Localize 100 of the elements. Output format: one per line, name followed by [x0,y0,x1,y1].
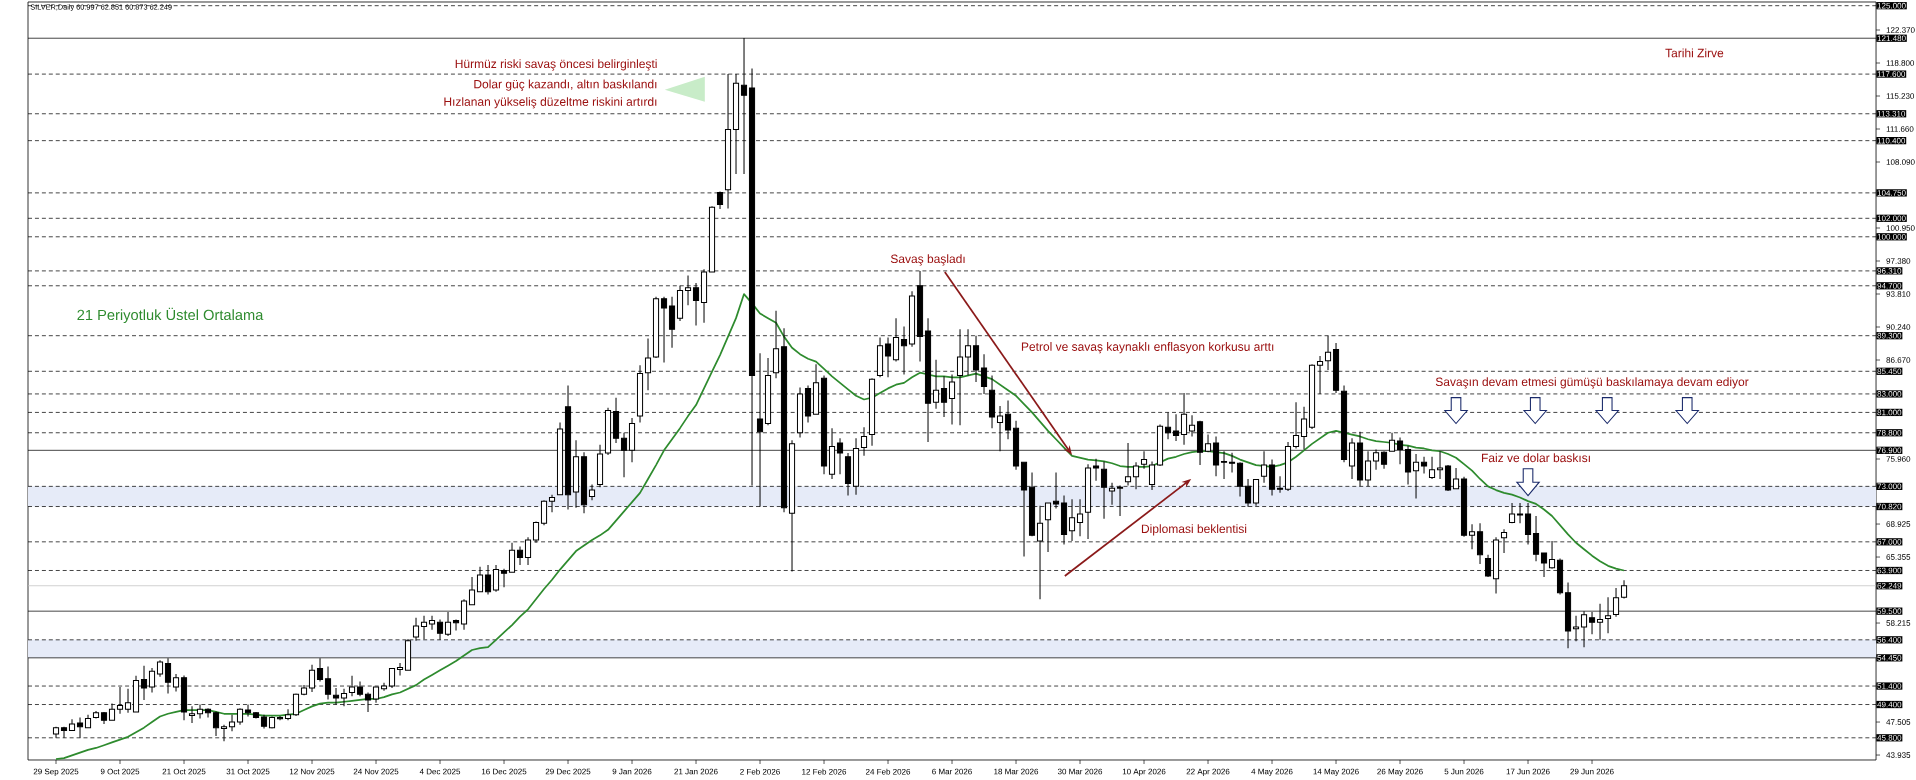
x-tick-label: 29 Jun 2026 [1570,768,1614,775]
y-tick-label: 65.355 [1886,554,1911,560]
x-tick-label: 17 Jun 2026 [1506,768,1550,775]
candlestick [1420,456,1428,474]
x-tick-label: 24 Nov 2025 [353,768,399,775]
candlestick [236,707,244,726]
x-tick-label: 10 Apr 2026 [1122,768,1166,776]
text: Tarihi Zirve [1665,48,1724,58]
annotation: Savaş başladı [890,254,965,266]
candlestick [1428,456,1436,480]
ref-line-label: 125.000 [1877,2,1906,9]
ref-line-label: 104.750 [1877,190,1906,196]
candlestick [516,545,524,566]
ref-line-label: 121.480 [1877,35,1906,42]
candlestick [268,716,276,730]
candlestick [92,710,100,719]
y-tick-label: 108.090 [1886,159,1915,165]
candlestick [1436,450,1444,480]
ref-line-label: 54.450 [1877,655,1902,661]
x-tick-label: 2 Feb 2026 [740,768,780,775]
x-tick-label: 16 Dec 2025 [481,768,527,775]
y-tick-label: 75.960 [1886,456,1911,462]
annotation: Petrol ve savaş kaynaklı enflasyon korkusu arttı [1021,342,1274,354]
x-tick-label: 24 Feb 2026 [865,768,911,775]
y-tick-label: 100.950 [1886,225,1915,231]
ref-line-label: 49.400 [1877,701,1902,708]
ref-line-label: 100.000 [1877,233,1906,240]
ref-line-label: 83.000 [1877,391,1902,397]
candlestick [468,576,476,606]
x-tick-label: 12 Feb 2026 [802,768,847,775]
y-tick-label: 93.810 [1886,291,1911,297]
candlestick [1620,579,1628,599]
annotation: Dolar güç kazandı, altın baskılandı [474,79,657,91]
ref-line-label: 89.300 [1877,332,1902,339]
candlestick [228,714,236,732]
candlestick [204,707,212,718]
x-tick-label: 9 Oct 2025 [100,768,140,775]
candlestick [428,615,436,631]
candlestick [260,714,268,730]
x-tick-label: 5 Jun 2026 [1444,768,1484,775]
ref-line-label: 113.310 [1877,110,1906,117]
ref-line-label: 102.000 [1877,215,1906,222]
x-tick-label: 21 Jan 2026 [674,768,718,775]
ref-line-label: 73.000 [1877,483,1902,490]
x-tick-label: 26 May 2026 [1377,768,1423,776]
ref-line-label: 51.400 [1877,683,1902,689]
candlestick [396,662,404,676]
candlestick [100,711,108,725]
ref-line-label: 56.400 [1877,636,1902,643]
ref-line-label: 96.310 [1877,268,1902,274]
x-tick-label: 29 Sep 2025 [33,768,79,776]
ref-line-label: 94.700 [1877,282,1902,289]
ref-line-label: 85.450 [1877,368,1902,375]
ref-line-label: 67.000 [1877,539,1902,545]
ref-line-label: 70.820 [1877,503,1902,510]
candlestick [284,708,292,721]
candlestick [84,714,92,729]
y-tick-label: 115.230 [1886,93,1915,99]
ref-line-label: 81.000 [1877,409,1902,416]
x-tick-label: 14 May 2026 [1313,768,1359,776]
x-tick-label: 18 Mar 2026 [994,768,1039,775]
x-tick-label: 4 May 2026 [1251,768,1293,776]
candlestick [276,715,284,721]
x-tick-label: 9 Jan 2026 [612,768,652,775]
candlestick [1092,458,1100,482]
x-tick-label: 22 Apr 2026 [1186,768,1230,776]
annotation: Hürmüz riski savaş öncesi belirginleşti [455,59,657,71]
annotation: Hızlanan yükseliş düzeltme riskini artırdı [444,97,657,109]
y-tick-label: 122.370 [1886,27,1915,33]
ref-line-label: 45.800 [1877,734,1902,741]
y-tick-label: 43.935 [1886,752,1911,758]
x-tick-label: 30 Mar 2026 [1057,768,1103,775]
ref-line-label: 76.900 [1877,447,1902,454]
y-tick-label: 86.670 [1886,357,1911,363]
candlestick [452,618,460,632]
ref-line-label: 62.249 [1877,582,1902,589]
x-tick-label: 31 Oct 2025 [226,768,270,775]
y-tick-label: 58.215 [1886,620,1911,626]
y-tick-label: 68.925 [1886,521,1911,527]
y-tick-label: 47.505 [1886,719,1911,725]
ref-line-label: 59.500 [1877,608,1902,614]
y-tick-label: 97.380 [1886,258,1911,264]
x-tick-label: 6 Mar 2026 [932,768,972,775]
ref-line-label: 63.900 [1877,567,1902,574]
ref-line-label: 117.600 [1877,71,1906,77]
x-tick-label: 21 Oct 2025 [162,768,206,775]
candlestick [1228,452,1236,473]
ref-line-label: 78.800 [1877,429,1902,436]
x-tick-label: 4 Dec 2025 [419,768,461,775]
y-tick-label: 111.660 [1886,126,1914,132]
x-tick-label: 29 Dec 2025 [545,768,591,775]
candlestick [68,718,76,731]
candlestick [252,711,260,719]
annotation: Faiz ve dolar baskısı [1481,453,1590,463]
y-tick-label: 118.800 [1886,60,1915,66]
candlestick [156,659,164,678]
x-tick-label: 12 Nov 2025 [289,768,335,775]
y-tick-label: 90.240 [1886,324,1911,330]
text: 21 Periyotluk Üstel Ortalama [77,307,264,324]
annotation: Savaşın devam etmesi gümüşü baskılamaya devam ediyor [1435,377,1749,389]
